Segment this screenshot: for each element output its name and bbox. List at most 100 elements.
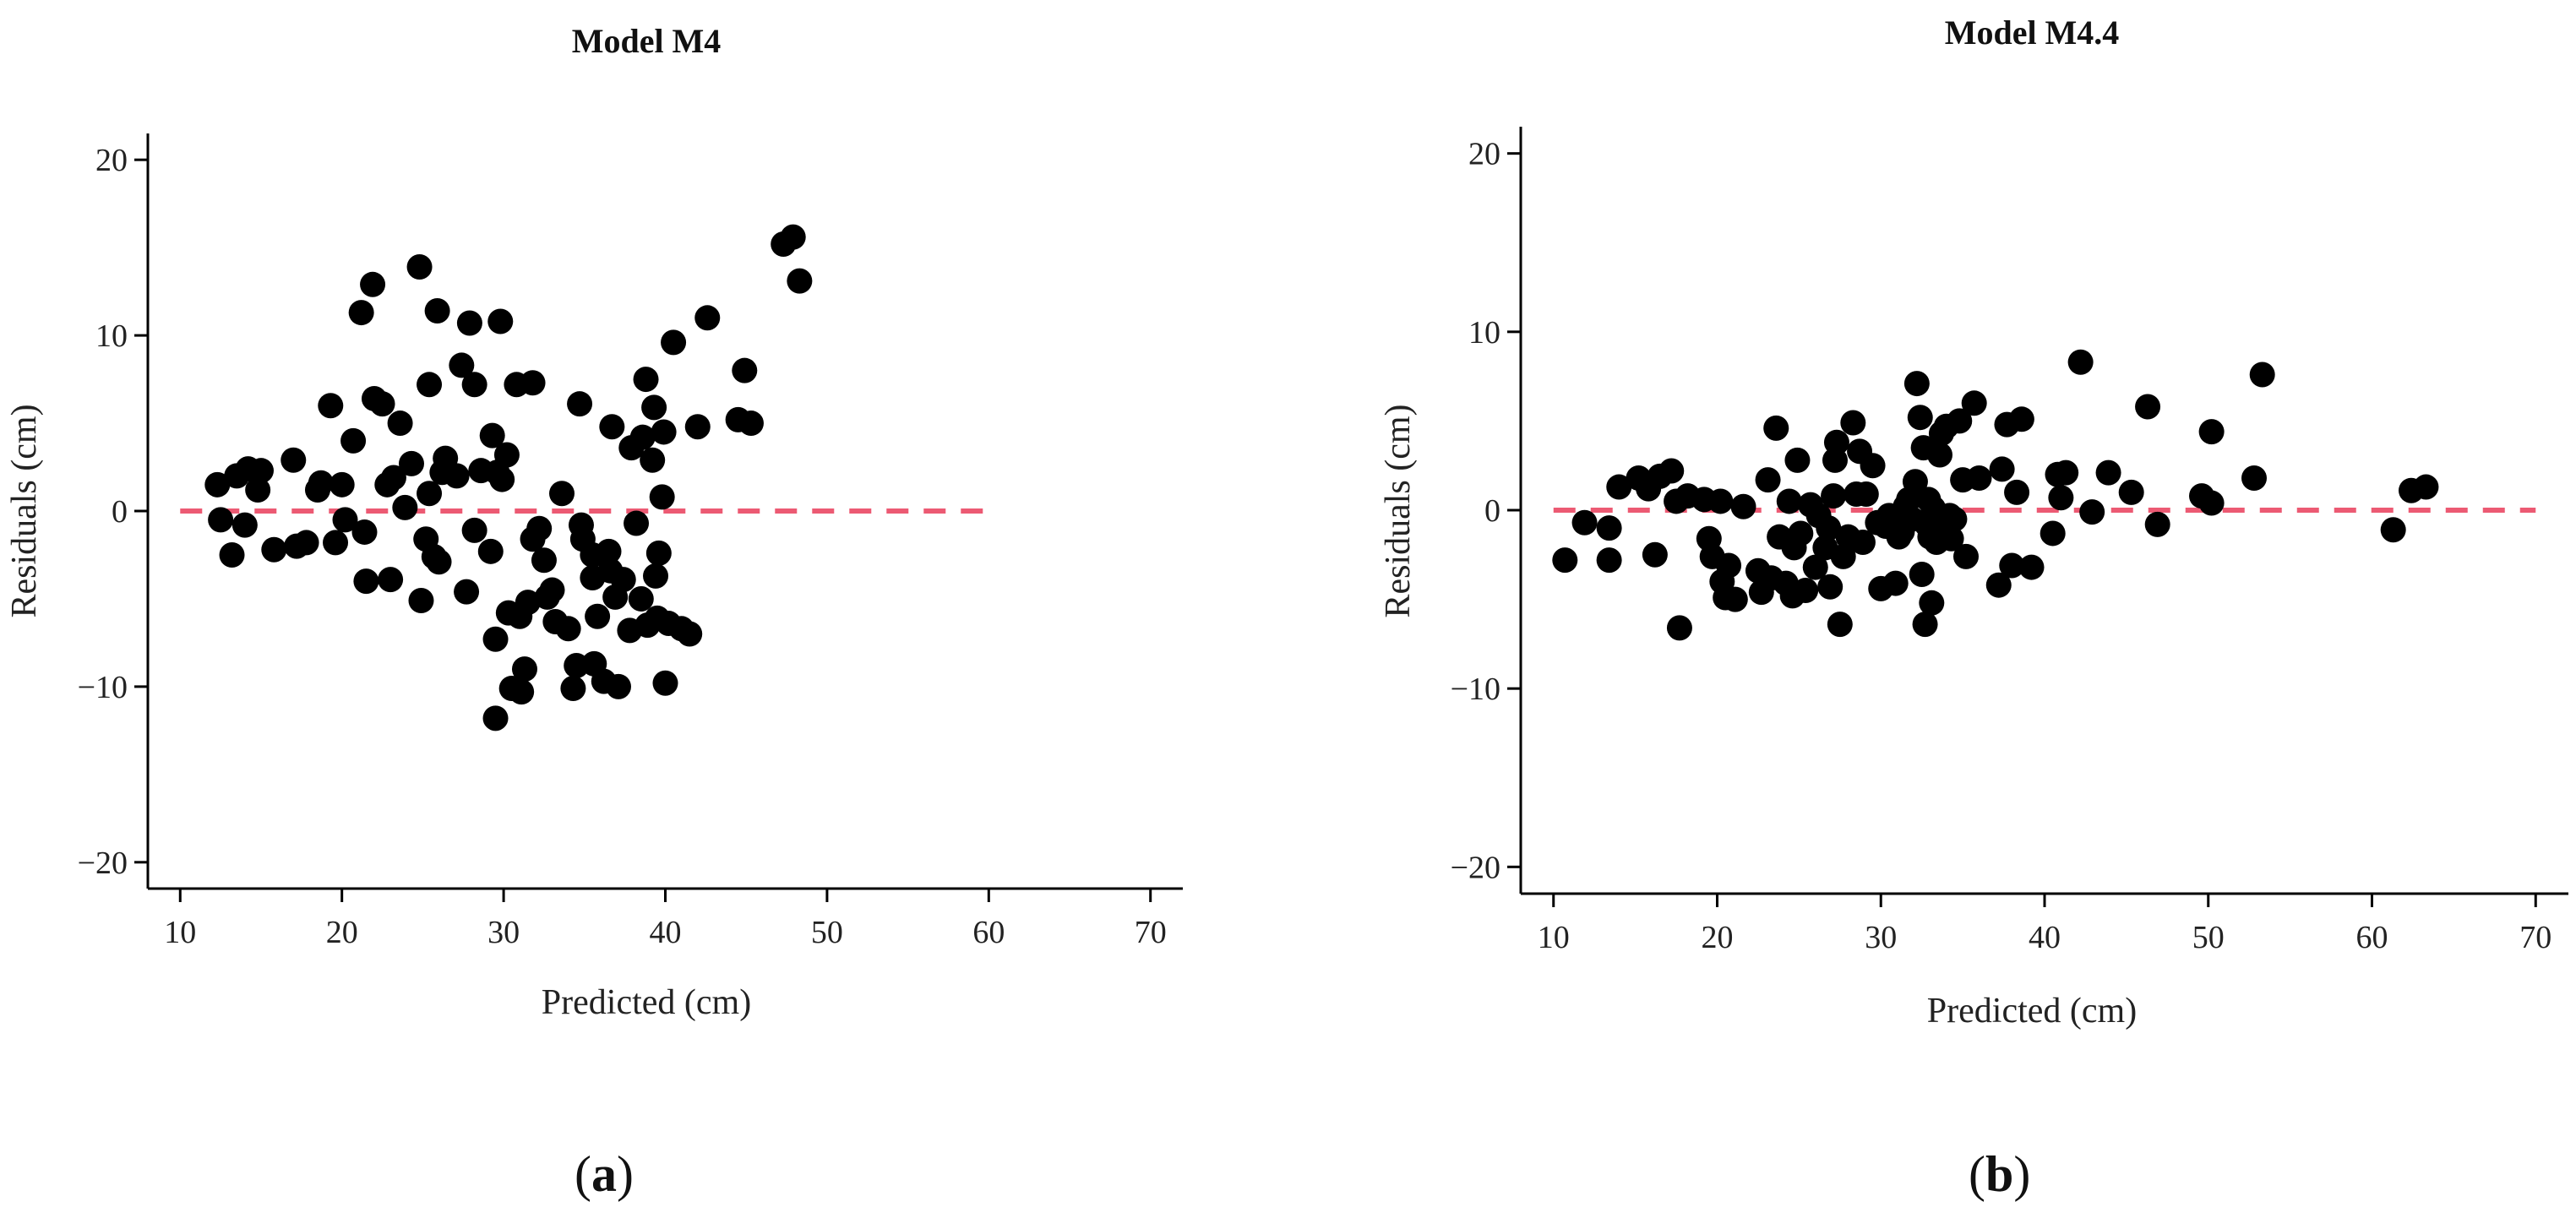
scatter-point <box>610 567 636 593</box>
scatter-point <box>605 673 631 699</box>
scatter-point <box>1938 525 1964 552</box>
scatter-point <box>511 656 537 682</box>
scatter-point <box>643 563 669 589</box>
chart-panel-2: Model M4.4 −20 −10 0 10 20 10 20 30 40 50 60 70 Predi… <box>1379 14 2568 1202</box>
scatter-point <box>318 393 344 419</box>
scatter-point <box>1784 447 1811 473</box>
x-axis-label: Predicted (cm) <box>1927 992 2137 1030</box>
scatter-point <box>424 297 450 324</box>
scatter-point <box>261 536 287 563</box>
scatter-point <box>369 391 395 417</box>
scatter-point <box>426 549 452 575</box>
scatter-point <box>1830 543 1856 569</box>
scatter-point <box>332 507 358 533</box>
scatter-point <box>599 414 625 440</box>
scatter-point <box>1840 410 1866 436</box>
scatter-point <box>2241 465 2267 491</box>
scatter-point <box>1716 552 1742 579</box>
scatter-point <box>1571 509 1598 536</box>
scatter-point <box>1793 578 1819 604</box>
scatter-point <box>2018 554 2045 580</box>
scatter-point <box>2053 459 2079 486</box>
scatter-point <box>1776 488 1802 514</box>
scatter-point <box>520 370 546 396</box>
scatter-point <box>308 470 334 496</box>
scatter-point <box>629 424 656 450</box>
scatter-point <box>1658 458 1685 484</box>
scatter-point <box>477 538 504 564</box>
scatter-point <box>738 411 764 437</box>
x-tick-label: 70 <box>1135 915 1167 950</box>
scatter-point <box>2135 394 2161 420</box>
scatter-point <box>360 271 386 297</box>
scatter-point <box>2040 520 2066 546</box>
scatter-point <box>2144 511 2170 537</box>
scatter-point <box>406 254 433 280</box>
scatter-point <box>219 541 245 568</box>
y-tick-label: 20 <box>1468 137 1500 172</box>
scatter-point <box>482 705 509 731</box>
scatter-point <box>353 568 379 595</box>
x-tick-label: 50 <box>811 915 843 950</box>
scatter-point <box>340 427 367 454</box>
scatter-point <box>493 442 520 468</box>
x-tick-label: 20 <box>1702 920 1734 955</box>
scatter-point <box>526 515 553 541</box>
scatter-point <box>531 547 557 574</box>
scatter-point <box>555 616 581 642</box>
scatter-point <box>461 517 487 543</box>
scatter-point <box>204 471 231 498</box>
scatter-point <box>585 603 611 629</box>
y-tick-label: 0 <box>1484 493 1500 529</box>
scatter-point <box>732 357 758 383</box>
x-tick-label: 20 <box>326 915 358 950</box>
y-axis-label: Residuals (cm) <box>5 404 44 617</box>
x-tick-label: 50 <box>2192 920 2225 955</box>
scatter-point <box>684 414 711 440</box>
scatter-point <box>1953 543 1979 569</box>
x-tick-label: 30 <box>487 915 520 950</box>
x-tick-label: 30 <box>1865 920 1897 955</box>
scatter-point <box>1755 467 1781 493</box>
chart-panel-1: Model M4 −20 −10 0 10 20 10 20 30 40 50 60 70 Predict… <box>5 22 1183 1202</box>
scatter-point <box>1730 493 1756 519</box>
scatter-point <box>549 481 575 507</box>
scatter-point <box>780 224 806 250</box>
panel-label: (a) <box>575 1146 634 1202</box>
scatter-point <box>1707 488 1734 514</box>
scatter-point <box>640 447 666 473</box>
scatter-point <box>1816 515 1842 541</box>
scatter-point <box>1882 570 1909 596</box>
scatter-point <box>624 510 650 536</box>
scatter-point <box>398 450 424 476</box>
panel-label-close: ) <box>617 1146 634 1202</box>
scatter-point <box>1903 371 1930 397</box>
x-tick-label: 40 <box>650 915 682 950</box>
scatter-point <box>323 530 349 556</box>
scatter-point <box>2413 474 2439 500</box>
scatter-point <box>539 577 565 603</box>
panel-label-letter: b <box>1985 1146 2013 1202</box>
x-tick-label: 60 <box>972 915 1005 950</box>
scatter-point <box>1722 586 1748 612</box>
scatter-point <box>1802 554 1828 580</box>
y-tick-label: −20 <box>78 846 128 881</box>
scatter-point <box>378 567 404 593</box>
x-tick-label: 70 <box>2519 920 2551 955</box>
y-tick-label: 20 <box>95 143 128 178</box>
scatter-point <box>560 675 586 701</box>
scatter-point <box>482 626 509 652</box>
scatter-point <box>417 481 443 507</box>
scatter-point <box>633 367 659 393</box>
x-tick-label: 40 <box>2029 920 2061 955</box>
y-tick-label: 10 <box>1468 315 1500 351</box>
scatter-point <box>392 494 418 520</box>
scatter-point <box>2095 459 2121 486</box>
scatter-point <box>645 540 672 566</box>
scatter-point <box>652 670 678 696</box>
scatter-point <box>1823 429 1849 455</box>
scatter-point <box>461 372 487 398</box>
scatter-point <box>661 329 687 356</box>
y-tick-label: 10 <box>95 318 128 354</box>
